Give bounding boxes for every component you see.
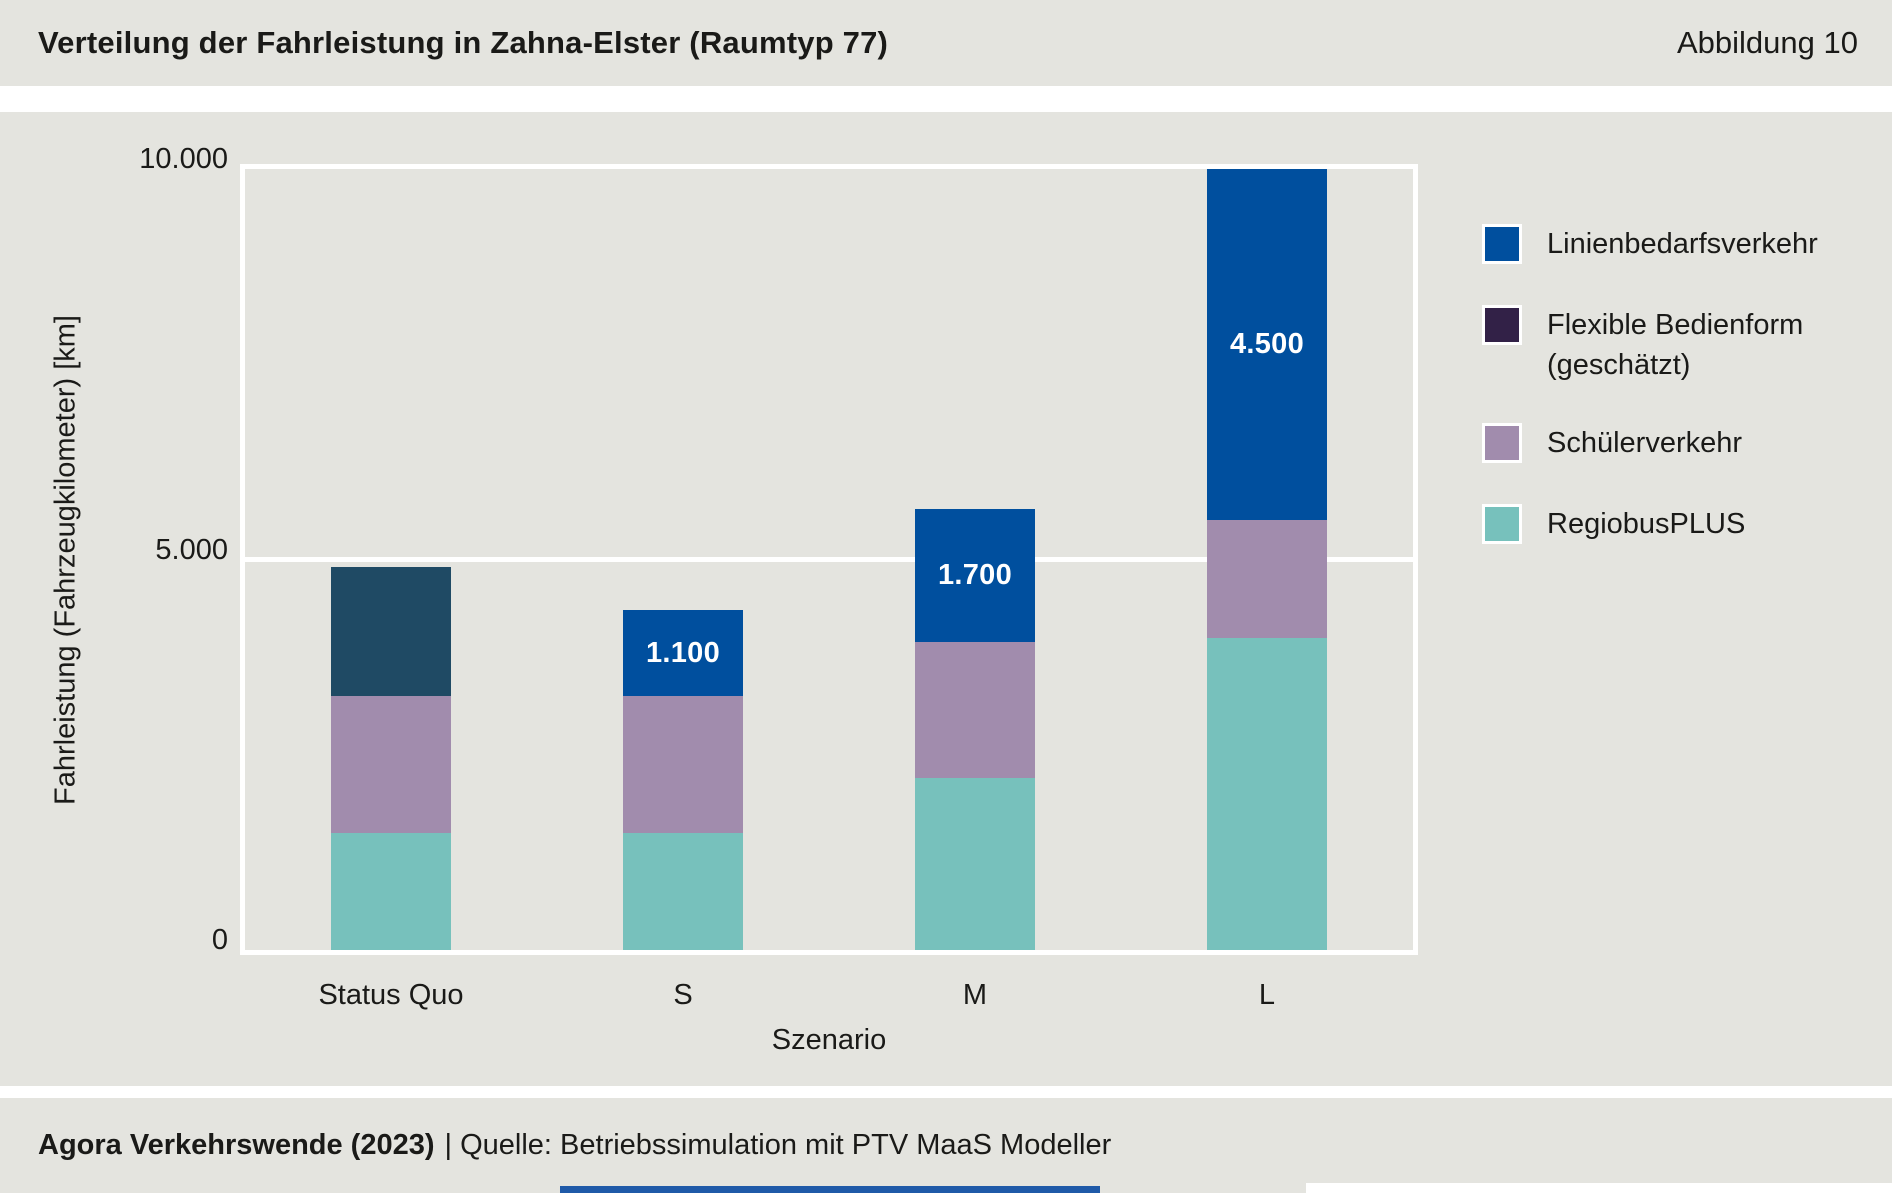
bar-value-label: 1.700 (937, 558, 1013, 591)
bar-segment-linienbedarfsverkehr-l: 4.500 (1207, 169, 1327, 521)
legend-label: RegiobusPLUS (1547, 508, 1746, 540)
legend-swatch (1482, 224, 1522, 264)
legend-item-sch-lerverkehr: Schülerverkehr (1482, 423, 1742, 463)
legend-swatch (1482, 423, 1522, 463)
bar-segment-regiobusplus-m (915, 778, 1035, 950)
x-tick-label-s: S (673, 979, 693, 1011)
y-tick-label-5.000: 5.000 (155, 533, 228, 566)
source-line: Agora Verkehrswende (2023) | Quelle: Betr… (38, 1098, 1111, 1193)
x-tick-label-status-quo: Status Quo (318, 979, 464, 1011)
bar-segment-sch-lerverkehr-status-quo (331, 696, 451, 833)
bar-segment-linienbedarfsverkehr-m: 1.700 (915, 508, 1035, 642)
plot-area: 1.100 1.700 4.500 (240, 164, 1418, 955)
header-band (0, 0, 1892, 86)
y-tick-label-10.000: 10.000 (139, 143, 228, 175)
legend-label: Flexible Bedienform (geschätzt) (1547, 309, 1804, 381)
cutoff-blue-strip (560, 1186, 1100, 1193)
bar-segment-regiobusplus-s (623, 832, 743, 950)
cutoff-white-strip (1306, 1183, 1892, 1193)
legend-label: Schülerverkehr (1547, 427, 1743, 459)
bar-segment-linienbedarfsverkehr-s: 1.100 (623, 610, 743, 697)
footer-band (0, 1098, 1892, 1193)
bar-value-label: 4.500 (1229, 328, 1305, 361)
legend-label: Linienbedarfsverkehr (1547, 228, 1818, 260)
source-reference: | Quelle: Betriebssimulation mit PTV Maa… (444, 1129, 1112, 1161)
gridline-5.000 (245, 557, 1413, 562)
bar-segment-sch-lerverkehr-l (1207, 520, 1327, 638)
x-tick-label-l: L (1258, 979, 1276, 1011)
x-tick-label-m: M (962, 979, 988, 1011)
legend-item-linienbedarfsverkehr: Linienbedarfsverkehr (1482, 224, 1818, 264)
figure-number-label: Abbildung 10 (1677, 25, 1858, 60)
legend-item-regiobusplus: RegiobusPLUS (1482, 504, 1745, 544)
bar-segment-flexible-bedienform-gesch-tzt--status-quo (331, 567, 451, 697)
legend-swatch (1482, 305, 1522, 345)
bar-segment-regiobusplus-l (1207, 637, 1327, 950)
bar-value-label: 1.100 (645, 636, 721, 669)
x-axis-title: Szenario (771, 1024, 887, 1056)
legend-item-flexible-bedienform: Flexible Bedienform (geschätzt) (1482, 305, 1803, 385)
y-tick-label-0: 0 (211, 924, 228, 956)
page-title: Verteilung der Fahrleistung in Zahna-Els… (38, 25, 889, 60)
bar-segment-sch-lerverkehr-s (623, 696, 743, 833)
source-publisher: Agora Verkehrswende (2023) (38, 1129, 435, 1161)
legend-swatch (1482, 504, 1522, 544)
bar-segment-regiobusplus-status-quo (331, 832, 451, 950)
bar-segment-sch-lerverkehr-m (915, 641, 1035, 779)
